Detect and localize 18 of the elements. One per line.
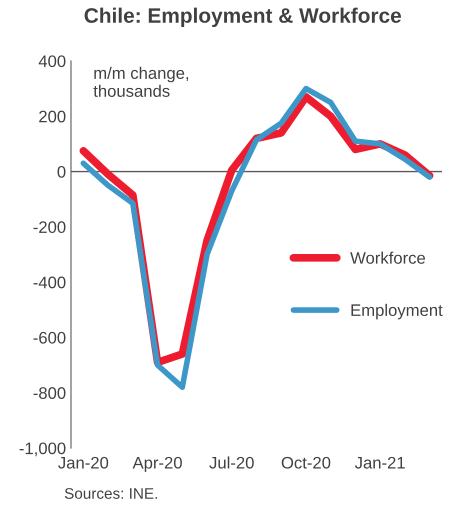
legend-label: Workforce: [350, 252, 426, 264]
legend-label: Employment: [351, 304, 443, 320]
y-tick-label: -400: [34, 276, 66, 288]
y-tick-label: -800: [34, 387, 66, 399]
source-note: Sources: INE.: [64, 488, 157, 499]
x-tick-label: Jan-20: [58, 456, 108, 469]
x-tick-label: Apr-20: [132, 456, 182, 472]
y-tick-label: 0: [58, 166, 66, 178]
y-tick-label: -200: [34, 221, 66, 234]
y-tick-label: -600: [34, 332, 66, 344]
y-axis-title: m/m change, thousands: [94, 66, 188, 97]
x-tick-label: Jul-20: [209, 456, 254, 469]
x-tick-label: Oct-20: [282, 456, 330, 469]
y-tick-label: 400: [38, 55, 66, 68]
chart-title: Chile: Employment & Workforce: [84, 8, 402, 28]
x-tick-label: Jan-21: [354, 456, 405, 469]
y-tick-label: 200: [39, 110, 66, 122]
y-tick-label: -1,000: [20, 442, 66, 456]
